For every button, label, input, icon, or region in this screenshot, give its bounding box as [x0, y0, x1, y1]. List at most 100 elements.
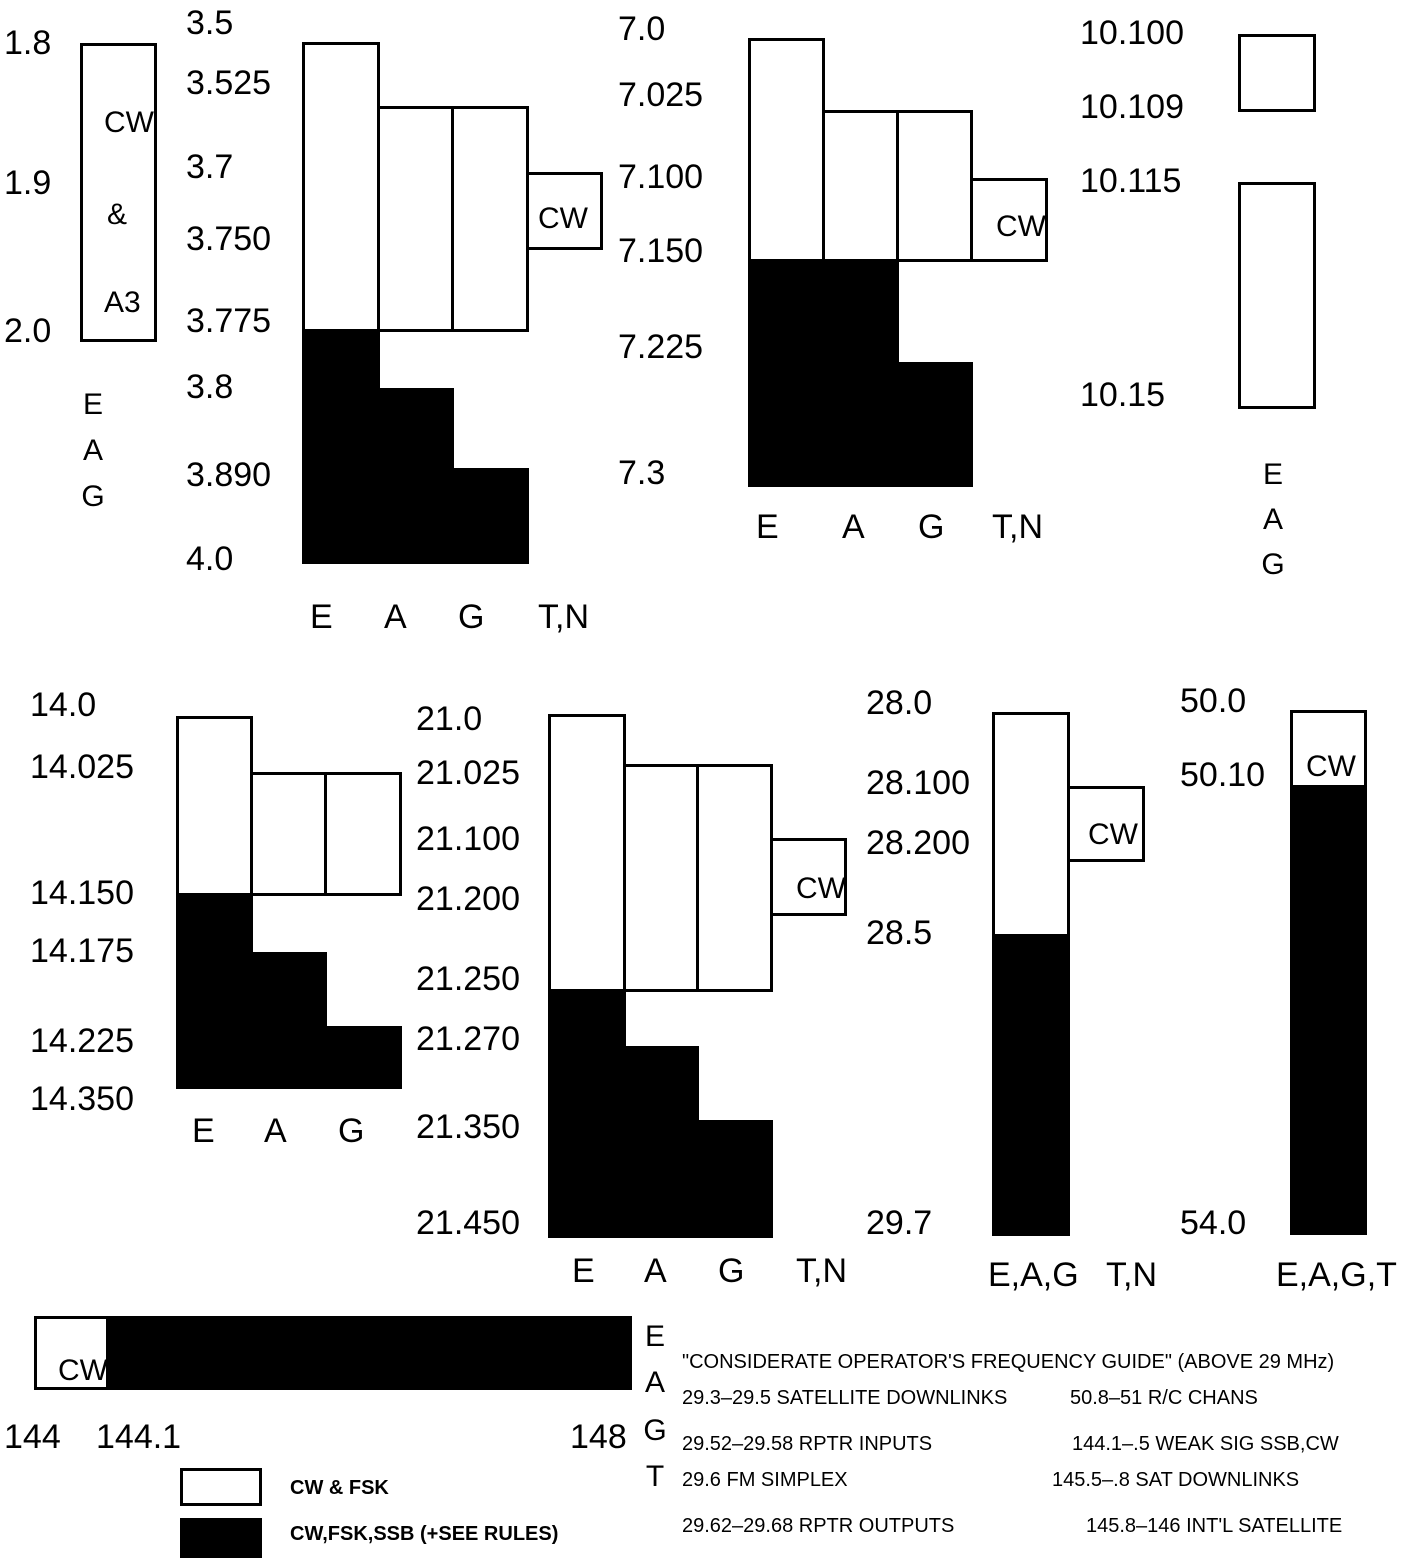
freq-label: 3.5: [186, 4, 234, 42]
cw-label: CW: [796, 872, 846, 905]
freq-label: 7.150: [618, 232, 704, 270]
freq-label: 148: [570, 1418, 627, 1456]
allocation-box-extra: [176, 716, 253, 896]
class-label: G: [1261, 548, 1285, 581]
guide-title: "CONSIDERATE OPERATOR'S FREQUENCY GUIDE"…: [682, 1351, 1335, 1373]
legend-swatch-black: [180, 1518, 262, 1558]
phone-fill-extra-advanced: [748, 259, 899, 487]
class-label: E: [572, 1252, 595, 1290]
phone-fill-extra: [302, 329, 380, 564]
freq-label: 28.5: [866, 914, 933, 952]
cw-label: CW: [1088, 818, 1138, 851]
freq-label: 7.225: [618, 328, 704, 366]
freq-label: 21.0: [416, 700, 483, 738]
guide-entry: 29.62–29.68 RPTR OUTPUTS: [682, 1515, 955, 1537]
freq-label: 54.0: [1180, 1204, 1247, 1242]
freq-label: 3.750: [186, 220, 272, 258]
guide-entry: 29.52–29.58 RPTR INPUTS: [682, 1433, 933, 1455]
phone-fill-advanced: [250, 952, 327, 1089]
freq-label: 7.025: [618, 76, 704, 114]
allocation-box-advanced: [250, 772, 327, 896]
allocation-box-extra: [302, 42, 380, 332]
phone-fill-general: [451, 468, 529, 564]
freq-label: 14.0: [30, 686, 97, 724]
freq-label: 4.0: [186, 540, 234, 578]
class-label: A: [264, 1112, 287, 1150]
phone-fill-all-classes: [1290, 785, 1367, 1235]
class-label: G: [918, 508, 945, 546]
freq-label: 3.525: [186, 64, 272, 102]
freq-label: 21.200: [416, 880, 520, 918]
class-label: E: [644, 1320, 665, 1353]
freq-label: 2.0: [4, 312, 52, 350]
phone-fill-advanced: [623, 1046, 699, 1238]
freq-label: 28.0: [866, 684, 933, 722]
allocation-box-cw-a3: [80, 43, 157, 342]
freq-label: 21.270: [416, 1020, 520, 1058]
class-label: A: [644, 1366, 665, 1399]
freq-label: 144: [4, 1418, 61, 1456]
allocation-box-novice-cw: [970, 178, 1048, 262]
class-label: G: [81, 480, 105, 513]
class-label: T,N: [1106, 1256, 1157, 1294]
freq-label: 21.450: [416, 1204, 520, 1242]
class-label: E,A,G: [988, 1256, 1079, 1294]
freq-label: 1.8: [4, 24, 52, 62]
cw-label: CW: [58, 1354, 108, 1387]
freq-label: 50.10: [1180, 756, 1266, 794]
freq-label: 3.890: [186, 456, 272, 494]
class-label: A: [1262, 503, 1283, 536]
class-label: A: [384, 598, 407, 636]
freq-label: 3.775: [186, 302, 272, 340]
class-label: G: [338, 1112, 365, 1150]
phone-fill-general: [696, 1120, 773, 1238]
freq-label: 7.3: [618, 454, 666, 492]
allocation-box-general: [896, 110, 973, 262]
freq-label: 7.100: [618, 158, 704, 196]
freq-label: 3.7: [186, 148, 234, 186]
class-label: A: [82, 434, 103, 467]
cw-label: CW: [538, 202, 588, 235]
allocation-box-extra: [548, 714, 626, 992]
guide-entry: 50.8–51 R/C CHANS: [1070, 1387, 1258, 1409]
allocation-box-novice-cw: [526, 172, 603, 250]
freq-label: 21.025: [416, 754, 520, 792]
allocation-box-novice-cw: [770, 838, 847, 916]
allocation-box-all-classes: [992, 712, 1070, 937]
freq-label: 21.100: [416, 820, 520, 858]
freq-label: 14.175: [30, 932, 134, 970]
freq-label: 14.350: [30, 1080, 134, 1118]
guide-entry: 29.6 FM SIMPLEX: [682, 1469, 848, 1491]
freq-label: 28.200: [866, 824, 970, 862]
guide-entry: 29.3–29.5 SATELLITE DOWNLINKS: [682, 1387, 1008, 1409]
guide-entry: 145.5–.8 SAT DOWNLINKS: [1052, 1469, 1300, 1491]
class-label: G: [458, 598, 485, 636]
allocation-box-upper: [1238, 182, 1316, 409]
class-label: E: [310, 598, 333, 636]
allocation-box-general: [324, 772, 402, 896]
allocation-box-novice-cw: [1067, 786, 1145, 862]
class-label: A: [842, 508, 865, 546]
class-label: G: [718, 1252, 745, 1290]
box-label: CW: [104, 106, 154, 139]
phone-fill-general: [896, 362, 973, 487]
phone-fill-extra: [176, 893, 253, 1089]
legend-swatch-white: [180, 1468, 262, 1506]
freq-label: 50.0: [1180, 682, 1247, 720]
class-label: T,N: [538, 598, 589, 636]
freq-label: 10.115: [1080, 162, 1182, 200]
freq-label: 144.1: [96, 1418, 182, 1456]
freq-label: 21.250: [416, 960, 520, 998]
class-label: E: [756, 508, 779, 546]
class-label: A: [644, 1252, 667, 1290]
allocation-box-advanced: [822, 110, 899, 262]
class-label: E: [192, 1112, 215, 1150]
freq-label: 10.15: [1080, 376, 1166, 414]
freq-label: 7.0: [618, 10, 666, 48]
freq-label: 21.350: [416, 1108, 520, 1146]
legend-label-black: CW,FSK,SSB (+SEE RULES): [290, 1523, 559, 1545]
class-label: E: [82, 388, 103, 421]
phone-fill-all-classes: [992, 934, 1070, 1236]
class-label: T,N: [992, 508, 1043, 546]
freq-label: 14.225: [30, 1022, 134, 1060]
